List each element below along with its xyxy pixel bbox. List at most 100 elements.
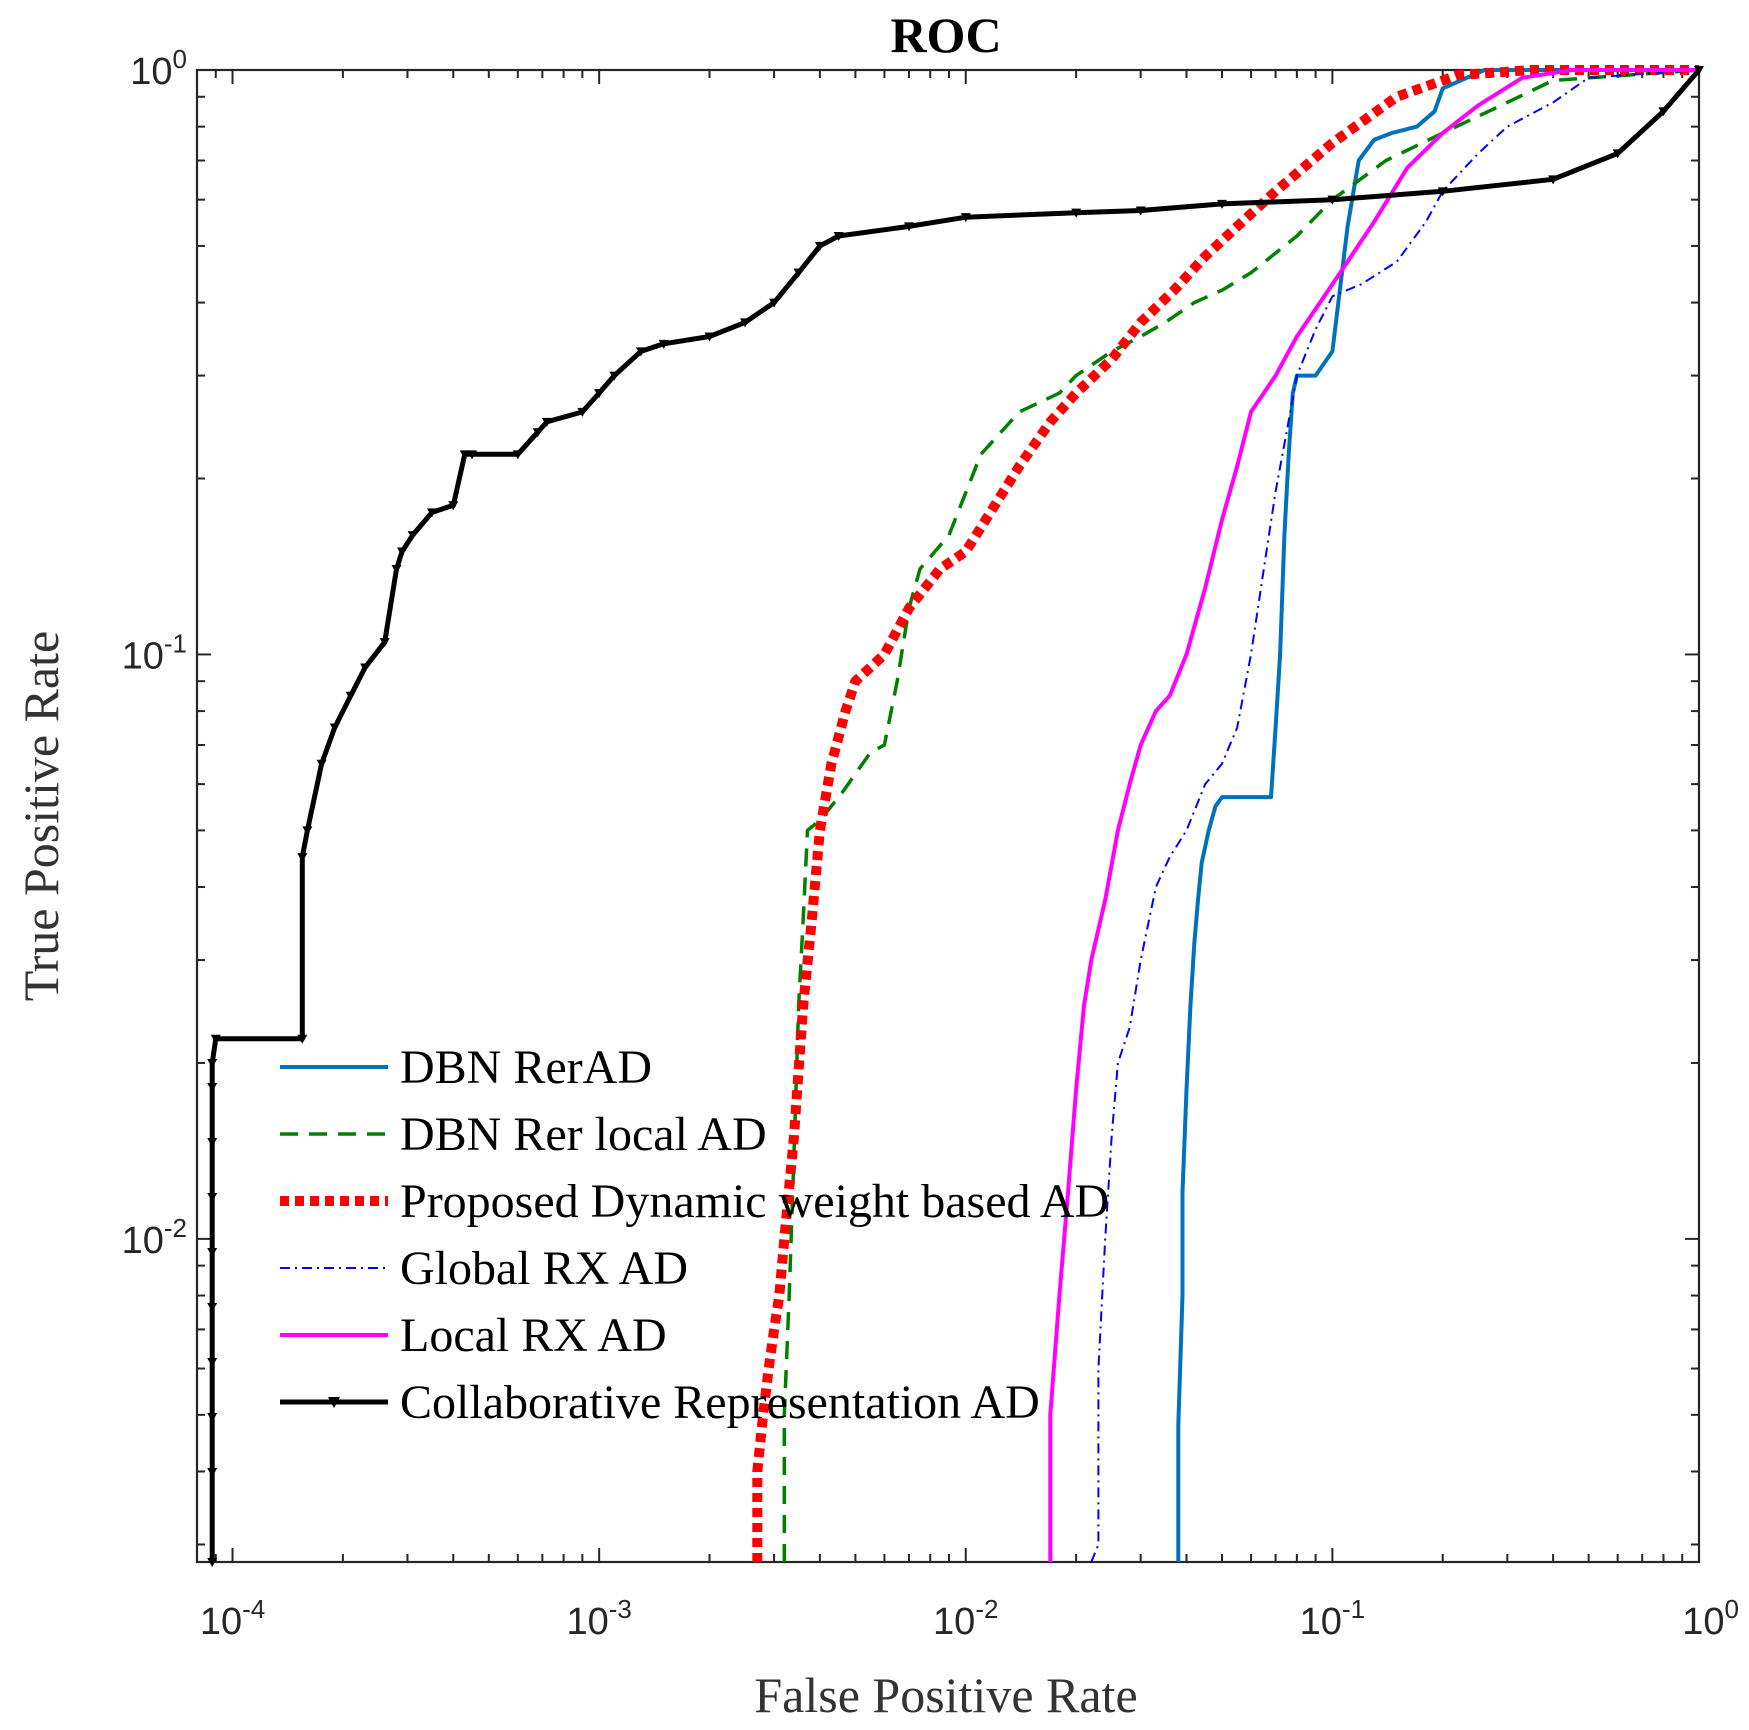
series-marker — [207, 1083, 218, 1092]
series-marker — [397, 547, 408, 557]
legend-marker — [328, 1397, 340, 1408]
series-marker — [302, 826, 313, 836]
y-tick-label-text: 10-1 — [122, 628, 187, 677]
x-tick-label-exponent: -3 — [609, 1594, 632, 1624]
series-marker — [297, 853, 308, 863]
series-marker — [345, 691, 356, 701]
series-marker — [1612, 149, 1623, 159]
series-marker — [467, 450, 478, 460]
y-axis-label: True Positive Rate — [13, 631, 69, 1001]
series-marker — [793, 268, 804, 278]
legend-label: Proposed Dynamic weight based AD — [400, 1175, 1109, 1228]
series-marker — [635, 347, 646, 357]
series-marker — [459, 450, 470, 460]
series-marker — [1327, 195, 1338, 205]
x-tick-label-exponent: -2 — [975, 1594, 998, 1624]
series-marker — [448, 501, 459, 511]
series-marker — [207, 1193, 218, 1202]
x-tick-label-base: 10 — [1682, 1601, 1724, 1643]
series-marker — [833, 231, 844, 241]
series-marker — [360, 663, 371, 673]
y-tick-label: 100 — [130, 44, 187, 93]
legend-label: DBN RerAD — [400, 1041, 652, 1094]
y-tick-label-text: 10-2 — [122, 1213, 187, 1262]
legend-item: Proposed Dynamic weight based AD — [280, 1175, 1109, 1228]
series-marker — [1548, 175, 1559, 185]
legend-item: Collaborative Representation AD — [280, 1376, 1040, 1429]
x-tick-label-text: 100 — [1682, 1594, 1739, 1643]
y-tick-label: 10-2 — [122, 1213, 187, 1262]
series-marker — [207, 1138, 218, 1147]
x-tick-label: 10-4 — [200, 1594, 265, 1643]
x-axis-label: False Positive Rate — [754, 1667, 1137, 1723]
series-marker — [1658, 107, 1669, 117]
series-marker — [207, 1303, 218, 1312]
series-marker — [532, 428, 543, 438]
x-tick-label-base: 10 — [200, 1601, 242, 1643]
series-line-2 — [752, 65, 1699, 1562]
series-marker — [207, 1413, 218, 1422]
legend-label: Collaborative Representation AD — [400, 1376, 1040, 1429]
x-tick-label-text: 10-2 — [933, 1594, 998, 1643]
series-marker — [329, 723, 340, 733]
series-marker — [207, 1248, 218, 1257]
series-marker — [1694, 66, 1704, 75]
x-tick-label-exponent: -4 — [242, 1594, 265, 1624]
series-marker — [658, 339, 669, 349]
series-marker — [960, 213, 971, 223]
y-tick-label-base: 10 — [122, 1220, 164, 1262]
series-marker — [210, 1034, 221, 1044]
y-tick-label-exponent: -1 — [164, 628, 187, 658]
x-tick-label-text: 10-1 — [1300, 1594, 1365, 1643]
series-marker — [207, 1358, 218, 1367]
series-marker — [740, 318, 751, 328]
series-marker — [541, 417, 552, 427]
x-tick-label-text: 10-3 — [566, 1594, 631, 1643]
series-marker — [407, 531, 418, 541]
x-tick-label-exponent: -1 — [1342, 1594, 1365, 1624]
series-marker — [769, 298, 780, 308]
chart-title: ROC — [890, 7, 1001, 63]
series-marker — [1437, 187, 1448, 197]
y-tick-label: 10-1 — [122, 628, 187, 677]
series-marker — [704, 332, 715, 342]
legend-label: Local RX AD — [400, 1309, 667, 1362]
series-marker — [1135, 206, 1146, 216]
y-tick-label-text: 100 — [130, 44, 187, 93]
series-layer — [207, 65, 1704, 1567]
series-marker — [1071, 208, 1082, 218]
x-tick-label-base: 10 — [1300, 1601, 1342, 1643]
x-tick-label: 10-1 — [1300, 1594, 1365, 1643]
y-tick-label-base: 10 — [122, 635, 164, 677]
series-line-0 — [1176, 68, 1699, 1562]
series-marker — [207, 1558, 218, 1567]
series-marker — [594, 389, 605, 399]
series-marker — [903, 222, 914, 232]
legend-label: DBN Rer local AD — [400, 1108, 767, 1161]
y-tick-label-exponent: -2 — [164, 1213, 187, 1243]
x-tick-label: 10-3 — [566, 1594, 631, 1643]
x-tick-label-base: 10 — [933, 1601, 975, 1643]
legend-item: Local RX AD — [280, 1309, 667, 1362]
x-tick-label-base: 10 — [566, 1601, 608, 1643]
y-tick-label-base: 10 — [130, 51, 172, 93]
legend-label: Global RX AD — [400, 1242, 688, 1295]
x-tick-label: 10-2 — [933, 1594, 998, 1643]
series-marker — [379, 638, 390, 648]
series-marker — [207, 1468, 218, 1477]
series-marker — [1217, 199, 1228, 209]
series-marker — [207, 1058, 218, 1068]
series-marker — [609, 371, 620, 381]
legend-item: DBN Rer local AD — [280, 1108, 767, 1161]
series-marker — [391, 565, 402, 575]
series-marker — [512, 450, 523, 460]
legend-item: Global RX AD — [280, 1242, 688, 1295]
legend-item: DBN RerAD — [280, 1041, 652, 1094]
x-tick-label-exponent: 0 — [1725, 1594, 1739, 1624]
x-tick-label: 100 — [1682, 1594, 1739, 1643]
series-line-3 — [1090, 69, 1700, 1563]
series-marker — [297, 1034, 308, 1044]
